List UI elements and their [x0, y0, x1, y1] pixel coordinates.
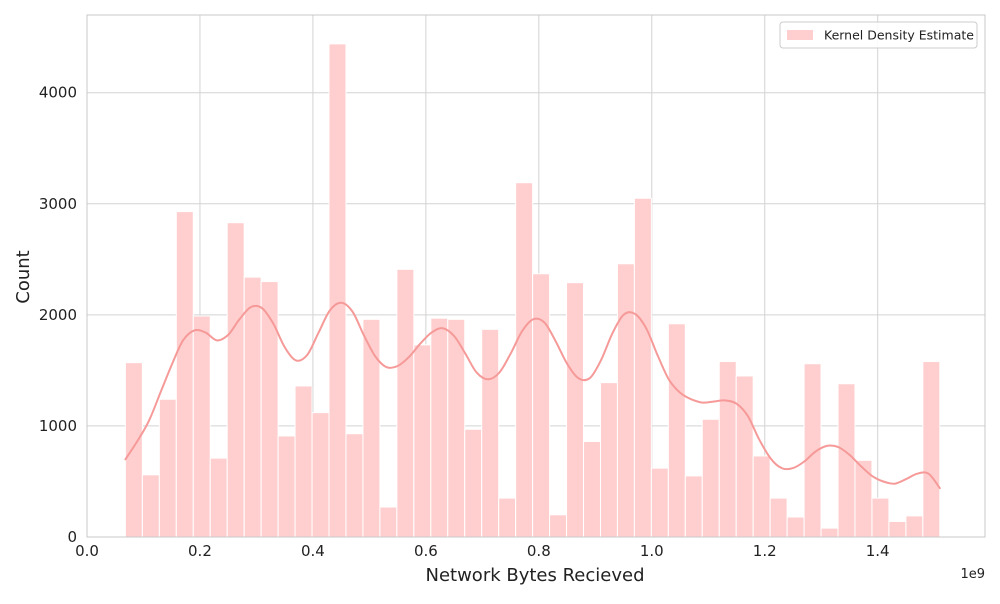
histogram-bar	[650, 467, 669, 538]
histogram-bar	[396, 268, 415, 538]
histogram-bar	[515, 182, 534, 538]
histogram-bar	[413, 344, 432, 538]
legend-swatch	[787, 30, 813, 40]
histogram-bar	[277, 435, 296, 538]
histogram-bar	[328, 43, 347, 538]
x-tick-labels: 0.0 0.2 0.4 0.6 0.8 1.0 1.2 1.4	[75, 542, 890, 560]
histogram-bar	[837, 383, 856, 538]
histogram-bar	[209, 457, 228, 538]
y-axis-label: Count	[13, 250, 34, 303]
y-tick-label: 4000	[39, 84, 77, 102]
legend-box	[779, 21, 978, 49]
x-tick-label: 0.0	[75, 542, 99, 560]
histogram-bar	[905, 515, 924, 538]
x-tick-label: 0.6	[414, 542, 438, 560]
histogram-bar	[481, 328, 500, 538]
histogram-bar	[735, 375, 754, 538]
histogram-bar	[566, 282, 585, 538]
histogram-bar	[430, 317, 449, 538]
histogram-bar	[498, 497, 517, 538]
y-tick-label: 2000	[39, 306, 77, 324]
x-tick-label: 0.2	[188, 542, 212, 560]
histogram-bar	[718, 361, 737, 538]
legend: Kernel Density Estimate	[779, 21, 978, 49]
histogram-bar	[820, 527, 839, 538]
x-axis-label: Network Bytes Recieved	[425, 565, 644, 586]
histogram-bar	[294, 385, 313, 538]
histogram-bar	[141, 474, 160, 538]
histogram-bar	[549, 514, 568, 538]
histogram-bar	[871, 497, 890, 538]
x-tick-label: 1.2	[753, 542, 777, 560]
histogram-bar	[854, 459, 873, 538]
histogram-bar	[345, 433, 364, 538]
axes-frame	[86, 14, 986, 538]
histogram-bar	[260, 281, 279, 538]
histogram-bar	[786, 516, 805, 538]
histogram-bar	[175, 211, 194, 538]
histogram-bar	[922, 361, 941, 538]
x-tick-label: 1.4	[866, 542, 890, 560]
histogram-bar	[532, 273, 551, 538]
y-tick-label: 1000	[39, 417, 77, 435]
histogram-bar	[447, 318, 466, 538]
kde-line	[124, 301, 941, 490]
histogram-bar	[701, 418, 720, 538]
x-tick-label: 1.0	[640, 542, 664, 560]
histogram-bar	[379, 506, 398, 538]
kde-curve	[124, 301, 941, 490]
y-tick-label: 0	[67, 528, 77, 546]
x-axis-offset-label: 1e9	[960, 567, 985, 582]
histogram-bar	[226, 222, 245, 538]
histogram-bar	[464, 428, 483, 538]
histogram-bar	[667, 323, 686, 538]
histogram-bar	[616, 263, 635, 538]
histogram-bar	[192, 315, 211, 538]
x-tick-label: 0.4	[301, 542, 325, 560]
histogram-bar	[684, 475, 703, 538]
histogram-bar	[599, 382, 618, 538]
histogram-bar	[124, 362, 143, 538]
x-tick-label: 0.8	[527, 542, 551, 560]
y-tick-labels: 0 1000 2000 3000 4000	[39, 84, 77, 546]
histogram-bars	[124, 43, 941, 538]
histogram-bar	[243, 276, 262, 538]
histogram-bar	[769, 497, 788, 538]
axes-border	[86, 14, 986, 538]
histogram-bar	[311, 412, 330, 538]
histogram-bar	[888, 520, 907, 538]
histogram-bar	[633, 197, 652, 538]
legend-label: Kernel Density Estimate	[824, 28, 974, 43]
histogram-bar	[752, 455, 771, 538]
histogram-bar	[583, 440, 601, 538]
y-tick-label: 3000	[39, 195, 77, 213]
histogram-bar	[158, 398, 177, 538]
